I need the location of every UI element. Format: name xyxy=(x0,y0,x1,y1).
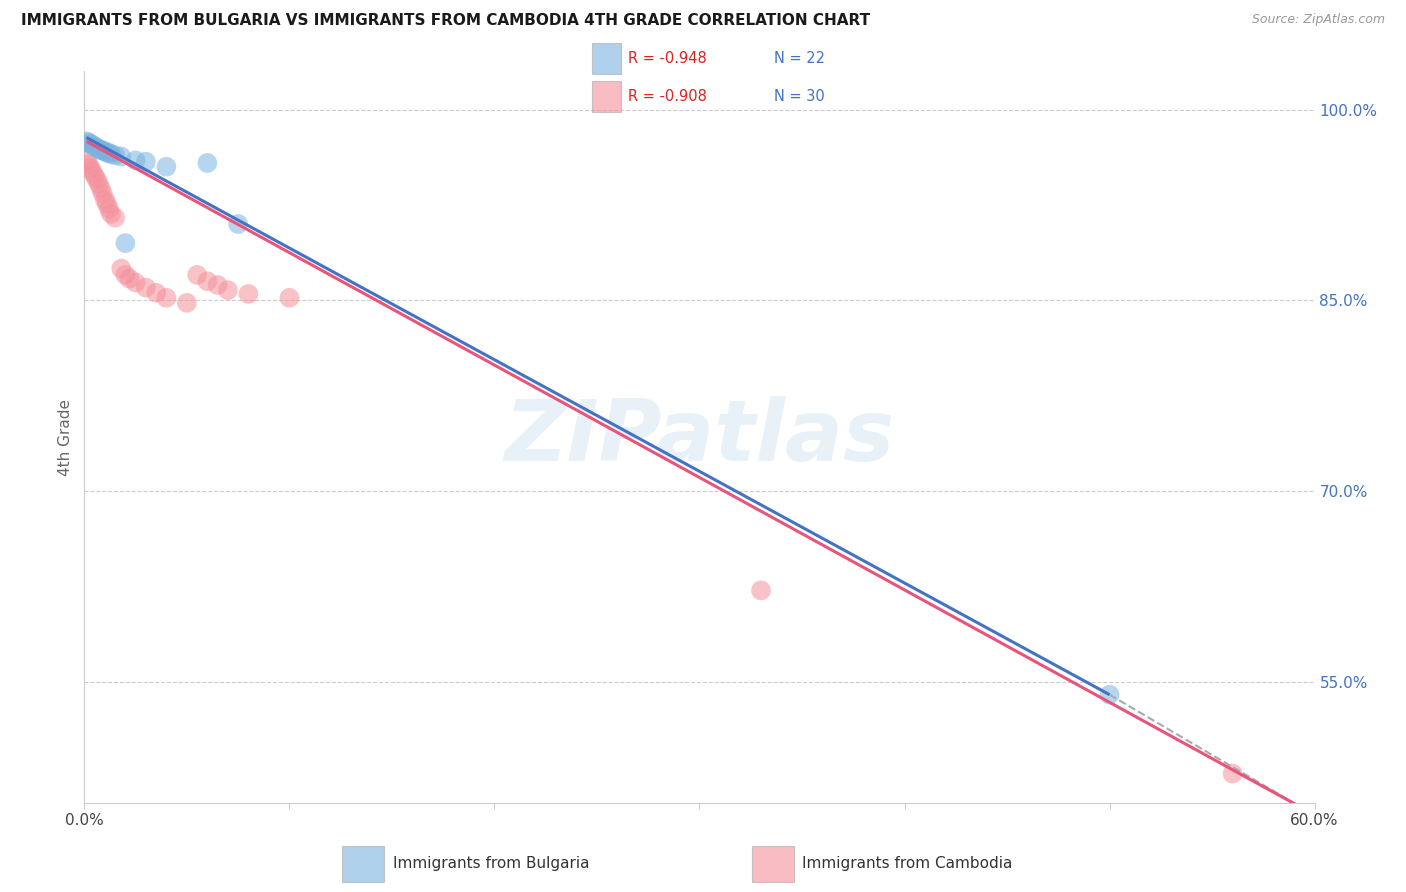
Point xyxy=(96,145,118,160)
Point xyxy=(100,147,122,161)
Point xyxy=(90,143,112,157)
Point xyxy=(186,268,208,282)
Point xyxy=(155,160,177,174)
Text: R = -0.908: R = -0.908 xyxy=(628,89,707,104)
Point xyxy=(124,153,146,168)
Point xyxy=(87,142,110,156)
Point xyxy=(197,274,219,288)
Point xyxy=(98,145,121,160)
Point xyxy=(155,291,177,305)
Point xyxy=(110,261,132,276)
Point xyxy=(104,148,127,162)
Bar xyxy=(592,81,621,112)
Text: Immigrants from Cambodia: Immigrants from Cambodia xyxy=(803,855,1012,871)
Bar xyxy=(752,847,794,881)
Text: N = 30: N = 30 xyxy=(773,89,824,104)
Point xyxy=(79,161,101,175)
Bar xyxy=(592,44,621,74)
Point xyxy=(118,271,141,285)
Point xyxy=(1222,766,1244,780)
Text: N = 22: N = 22 xyxy=(773,51,825,66)
Point xyxy=(75,153,97,168)
Point xyxy=(1098,688,1121,702)
Point xyxy=(86,172,108,186)
Point xyxy=(82,165,104,179)
Point xyxy=(217,283,239,297)
Point xyxy=(83,169,105,183)
Point xyxy=(96,196,118,211)
Point xyxy=(91,143,114,157)
Bar xyxy=(342,847,384,881)
Point xyxy=(86,141,108,155)
Point xyxy=(75,134,97,148)
Point xyxy=(110,150,132,164)
Point xyxy=(238,287,260,301)
Point xyxy=(98,202,121,216)
Point xyxy=(197,156,219,170)
Point xyxy=(114,236,136,251)
Point xyxy=(135,280,157,294)
Text: Immigrants from Bulgaria: Immigrants from Bulgaria xyxy=(392,855,589,871)
Point xyxy=(83,139,105,153)
Point xyxy=(226,217,249,231)
Text: ZIPatlas: ZIPatlas xyxy=(505,395,894,479)
Point xyxy=(90,181,112,195)
Point xyxy=(100,207,122,221)
Point xyxy=(124,276,146,290)
Text: Source: ZipAtlas.com: Source: ZipAtlas.com xyxy=(1251,13,1385,27)
Point xyxy=(104,211,127,225)
Point xyxy=(278,291,301,305)
Y-axis label: 4th Grade: 4th Grade xyxy=(58,399,73,475)
Point xyxy=(176,296,198,310)
Point xyxy=(77,136,100,150)
Point xyxy=(135,154,157,169)
Point xyxy=(94,145,117,159)
Point xyxy=(145,285,167,300)
Point xyxy=(77,157,100,171)
Point xyxy=(114,268,136,282)
Point xyxy=(79,136,101,151)
Point xyxy=(87,176,110,190)
Text: IMMIGRANTS FROM BULGARIA VS IMMIGRANTS FROM CAMBODIA 4TH GRADE CORRELATION CHART: IMMIGRANTS FROM BULGARIA VS IMMIGRANTS F… xyxy=(21,13,870,29)
Point xyxy=(91,186,114,201)
Point xyxy=(94,193,117,207)
Text: R = -0.948: R = -0.948 xyxy=(628,51,707,66)
Point xyxy=(207,278,229,293)
Point xyxy=(749,583,772,598)
Point xyxy=(82,138,104,153)
